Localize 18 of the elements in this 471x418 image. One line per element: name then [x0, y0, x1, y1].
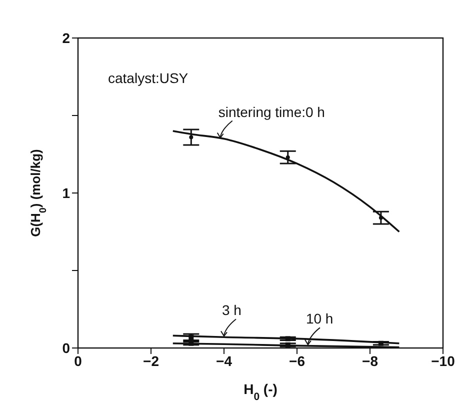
y-tick-label: 2 — [62, 30, 70, 46]
annotation: 3 h — [222, 302, 242, 318]
point — [286, 155, 290, 160]
x-tick-label: −10 — [431, 352, 456, 369]
line-series — [172, 130, 400, 233]
x-tick-label: −8 — [362, 352, 378, 369]
annotation: 10 h — [306, 310, 334, 327]
x-tick-label: −4 — [216, 352, 232, 369]
x-tick-label: −6 — [289, 352, 306, 369]
x-axis-title: H$_{0}$ (-) — [244, 381, 278, 403]
y-tick-label: 0 — [62, 340, 70, 356]
line-series — [172, 334, 400, 344]
annotation: catalyst:USY — [108, 70, 189, 86]
x-tick-label: 0 — [74, 352, 82, 369]
x-tick-label: −2 — [143, 352, 160, 369]
point — [189, 135, 194, 140]
y-tick-label: 1 — [62, 184, 70, 201]
annotation: sintering time:0 h — [218, 104, 325, 120]
